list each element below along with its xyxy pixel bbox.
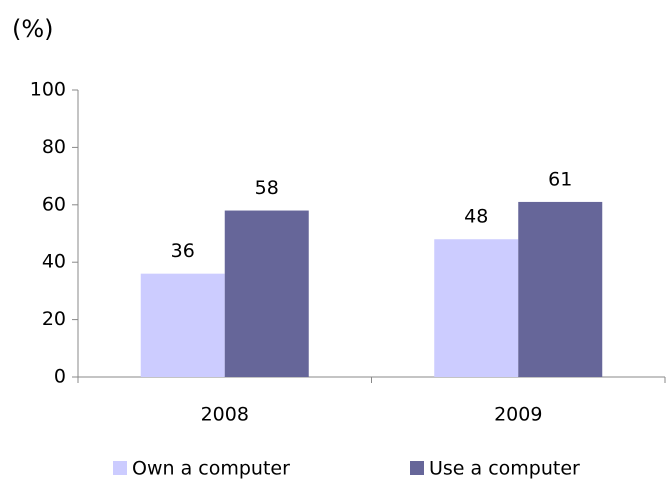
y-tick-label: 0: [54, 366, 66, 388]
bar: [518, 201, 603, 377]
x-tick-label: 2009: [494, 404, 542, 426]
bar: [224, 210, 309, 377]
legend-swatch: [113, 461, 127, 475]
data-label: 61: [548, 168, 572, 190]
bar: [434, 239, 519, 377]
data-label: 58: [255, 177, 279, 199]
y-tick-label: 60: [42, 193, 66, 215]
legend-swatch: [410, 461, 424, 475]
x-tick-label: 2008: [201, 404, 249, 426]
y-tick-label: 40: [42, 251, 66, 273]
data-label: 48: [464, 206, 488, 228]
y-tick-label: 80: [42, 136, 66, 158]
legend-label: Use a computer: [429, 458, 580, 480]
y-tick-label: 100: [30, 79, 66, 101]
y-tick-label: 20: [42, 308, 66, 330]
y-axis-label: (%): [12, 15, 54, 43]
bar: [140, 273, 225, 377]
legend-label: Own a computer: [132, 458, 290, 480]
data-label: 36: [171, 240, 195, 262]
